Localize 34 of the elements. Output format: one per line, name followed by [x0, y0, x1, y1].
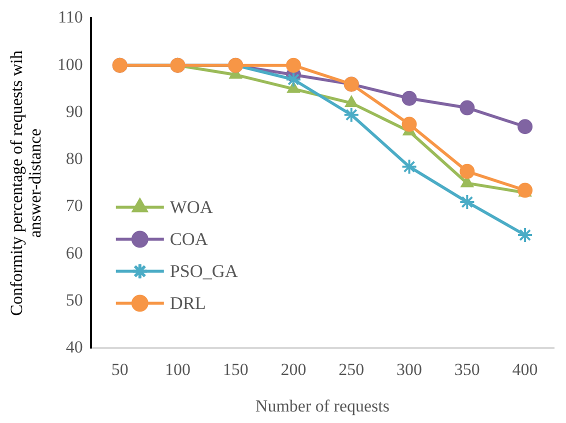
point [401, 158, 418, 175]
x-tick-label: 400 [512, 360, 538, 379]
x-tick-label: 350 [454, 360, 480, 379]
x-tick-label: 100 [164, 360, 190, 379]
y-tick-label: 90 [66, 102, 83, 121]
legend-label: COA [170, 228, 208, 249]
y-tick-label: 80 [66, 149, 83, 168]
point [459, 194, 476, 210]
x-tick-label: 300 [396, 360, 422, 379]
x-tick-label: 200 [280, 360, 306, 379]
y-tick-label: 50 [66, 290, 83, 310]
point [460, 100, 475, 116]
x-tick-label: 50 [111, 360, 128, 379]
y-tick-label: 100 [57, 54, 83, 74]
x-tick-label: 250 [338, 360, 364, 379]
point [518, 119, 533, 134]
y-tick-label: 40 [66, 338, 83, 357]
point [402, 90, 417, 106]
point [517, 227, 534, 244]
legend-label: DRL [170, 292, 206, 313]
point [344, 96, 358, 108]
point [402, 116, 417, 132]
x-tick-label: 150 [222, 360, 248, 379]
point [286, 71, 302, 88]
y-axis-title: Conformity percentage of requests wih answer-distance [6, 50, 45, 316]
point [286, 58, 302, 73]
y-tick-label: 60 [66, 243, 83, 262]
legend-label: PSO_GA [170, 260, 238, 281]
y-tick-label: 70 [66, 196, 83, 216]
y-tick-label: 110 [58, 8, 83, 27]
point [343, 106, 360, 123]
legend-label: WOA [170, 196, 213, 217]
x-axis-title: Number of requests [255, 396, 390, 416]
point [460, 164, 475, 179]
